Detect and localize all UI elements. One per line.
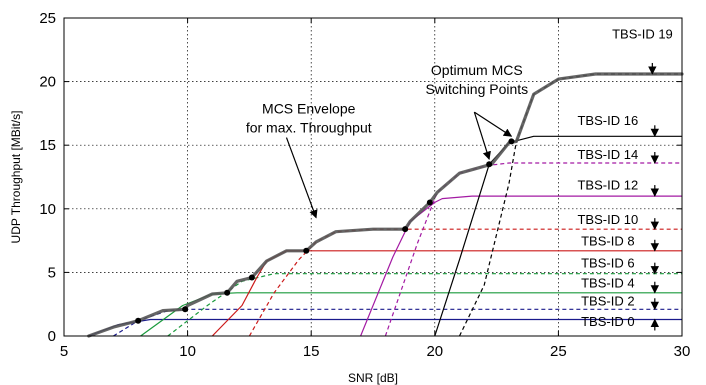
y-tick-label: 0 [48, 328, 56, 345]
x-tick-label: 15 [303, 343, 320, 360]
annotations: MCS Envelope for max. Throughput Optimum M… [246, 62, 528, 219]
switch-point [135, 317, 142, 324]
y-tick-label: 25 [39, 10, 56, 27]
series-label: TBS-ID 14 [577, 147, 638, 162]
x-tick-label: 25 [550, 343, 567, 360]
series-labels: TBS-ID 19 TBS-ID 16 TBS-ID 14 TBS-ID 12 TBS-… [577, 26, 673, 331]
annotation-text: Switching Points [425, 81, 528, 97]
switching-points [135, 138, 515, 324]
series-label: TBS-ID 12 [577, 178, 638, 193]
series-label: TBS-ID 19 [612, 26, 673, 41]
x-tick-label: 10 [179, 343, 196, 360]
switch-point [508, 138, 515, 145]
series-label: TBS-ID 2 [581, 293, 634, 308]
annotation-arrow [473, 111, 491, 160]
series-label: TBS-ID 10 [577, 212, 638, 227]
annotation-text: MCS Envelope [262, 100, 356, 116]
switch-point [182, 306, 189, 313]
switch-point [224, 289, 231, 296]
series-label: TBS-ID 4 [581, 276, 634, 291]
series-label: TBS-ID 16 [577, 113, 638, 128]
switch-point [303, 247, 310, 254]
y-tick-label: 15 [39, 137, 56, 154]
x-tick-label: 20 [426, 343, 443, 360]
y-tick-label: 5 [48, 264, 56, 281]
annotation-text: Optimum MCS [431, 62, 523, 78]
annotation-text: for max. Throughput [246, 119, 372, 135]
annotation-arrow [474, 111, 513, 137]
y-tick-label: 10 [39, 201, 56, 218]
x-axis-label: SNR [dB] [348, 371, 398, 385]
y-tick-label: 20 [39, 74, 56, 91]
y-axis-label: UDP Throughput [MBit/s] [9, 111, 23, 244]
switch-point [402, 226, 409, 233]
x-tick-label: 30 [674, 343, 691, 360]
grid [64, 18, 682, 336]
series-label: TBS-ID 0 [581, 314, 634, 329]
series-label: TBS-ID 6 [581, 255, 634, 270]
series-line-6 [360, 195, 682, 337]
plot-area [64, 18, 682, 336]
switch-point [248, 274, 255, 281]
annotation-arrow [285, 137, 318, 219]
x-tick-label: 5 [60, 343, 68, 360]
series-label: TBS-ID 8 [581, 234, 634, 249]
switch-point [426, 199, 433, 206]
switch-point [486, 161, 493, 168]
series-line-1 [113, 308, 682, 337]
plot-frame [63, 17, 683, 337]
